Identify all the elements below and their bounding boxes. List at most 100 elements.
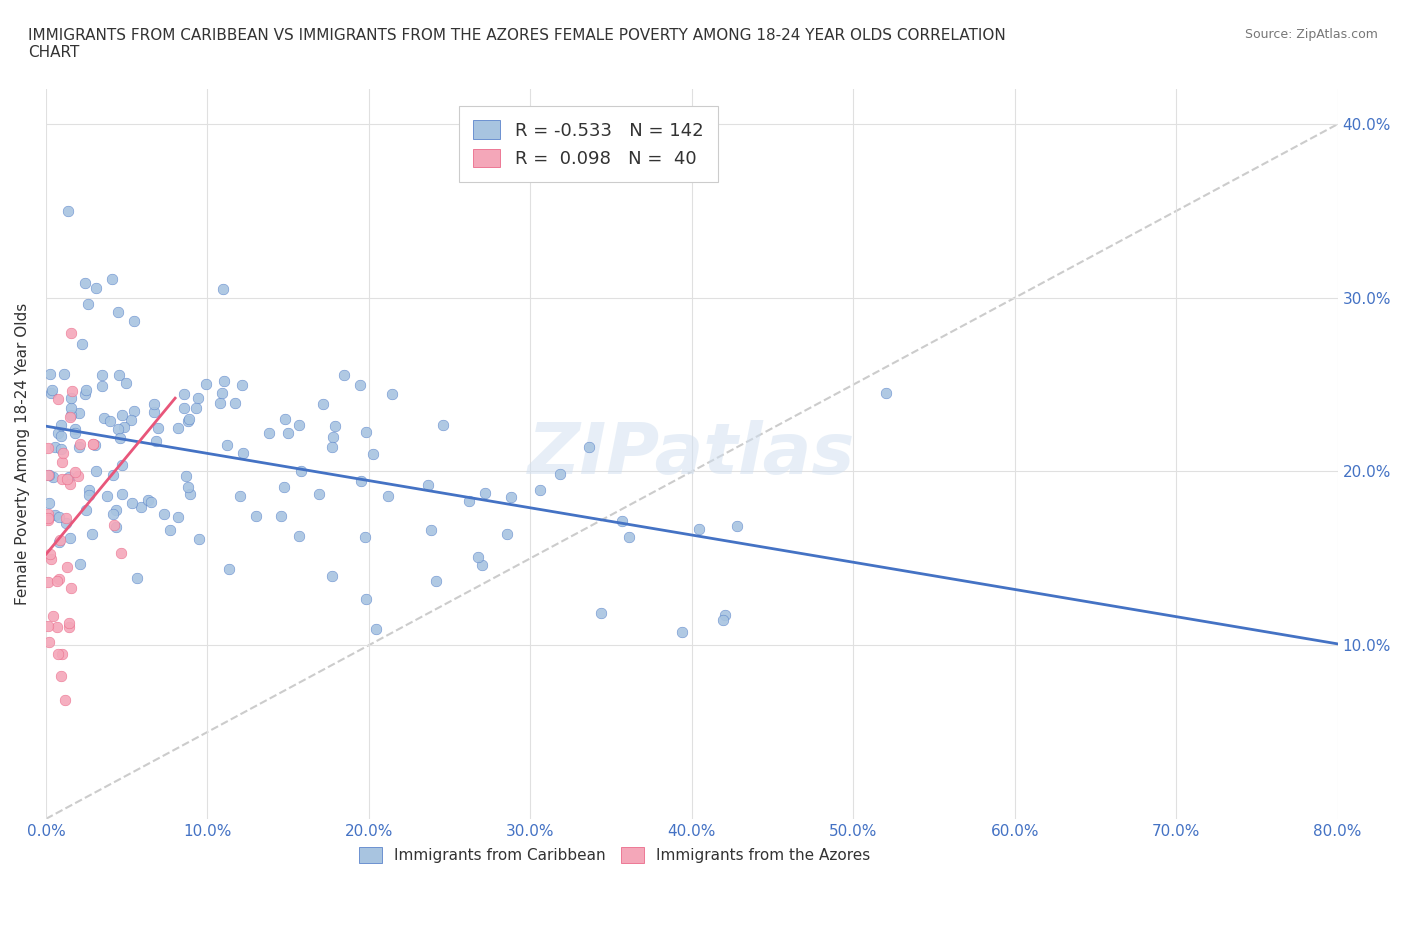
Point [120,413,142,428]
Point [42,469,65,484]
Point [173,387,195,402]
Point [110,458,132,472]
Point [60,408,83,423]
Point [288,418,311,432]
Point [39,547,62,562]
Point [349,377,371,392]
Point [49,669,72,684]
Point [153,506,176,521]
Point [56,560,79,575]
Point [231,378,253,392]
Point [174,469,197,484]
Point [224,396,246,411]
Point [277,426,299,441]
Point [38,496,60,511]
Point [46,425,69,440]
Point [713,608,735,623]
Point [60,384,83,399]
Point [354,591,377,606]
Point [496,527,519,542]
Point [51,455,73,470]
Point [82,437,104,452]
Point [82,437,104,452]
Point [688,522,710,537]
Point [188,531,211,546]
Point [179,411,201,426]
Point [39,386,62,401]
Point [308,487,330,502]
Point [83,437,105,452]
Point [90,379,112,393]
Point [48,572,70,587]
Point [56,204,79,219]
Point [364,621,387,636]
Legend: Immigrants from Caribbean, Immigrants from the Azores: Immigrants from Caribbean, Immigrants fr… [353,842,876,870]
Point [212,282,235,297]
Point [167,510,190,525]
Point [55,472,77,486]
Point [322,430,344,445]
Point [75,503,97,518]
Point [75,382,97,397]
Point [218,562,240,577]
Point [432,418,454,432]
Point [37,575,59,590]
Point [333,367,356,382]
Point [139,495,162,510]
Point [46,392,69,406]
Point [107,422,129,437]
Point [273,480,295,495]
Point [167,420,190,435]
Point [245,509,267,524]
Point [44,439,66,454]
Point [114,375,136,390]
Point [416,477,439,492]
Point [58,470,80,485]
Point [187,391,209,405]
Point [51,646,73,661]
Point [273,412,295,427]
Point [194,377,217,392]
Point [52,366,75,381]
Point [37,468,59,483]
Point [474,485,496,500]
Point [37,618,59,633]
Point [48,532,70,547]
Point [41,382,63,397]
Point [48,535,70,550]
Point [59,530,82,545]
Point [350,474,373,489]
Point [323,418,346,433]
Text: Source: ZipAtlas.com: Source: ZipAtlas.com [1244,28,1378,41]
Point [82,526,104,541]
Point [270,509,292,524]
Point [65,465,87,480]
Point [37,513,59,528]
Point [108,367,131,382]
Point [37,507,59,522]
Point [70,337,93,352]
Point [136,493,159,508]
Point [321,568,343,583]
Point [59,409,82,424]
Point [59,580,82,595]
Point [59,326,82,340]
Point [377,488,399,503]
Point [159,523,181,538]
Point [93,411,115,426]
Point [125,571,148,586]
Point [321,440,343,455]
Point [112,420,135,435]
Point [39,551,62,566]
Point [48,510,70,525]
Point [610,513,633,528]
Point [52,445,75,460]
Point [550,467,572,482]
Point [176,480,198,495]
Point [49,429,72,444]
Point [148,420,170,435]
Point [725,519,748,534]
Point [53,692,76,707]
Point [65,425,87,440]
Point [69,436,91,451]
